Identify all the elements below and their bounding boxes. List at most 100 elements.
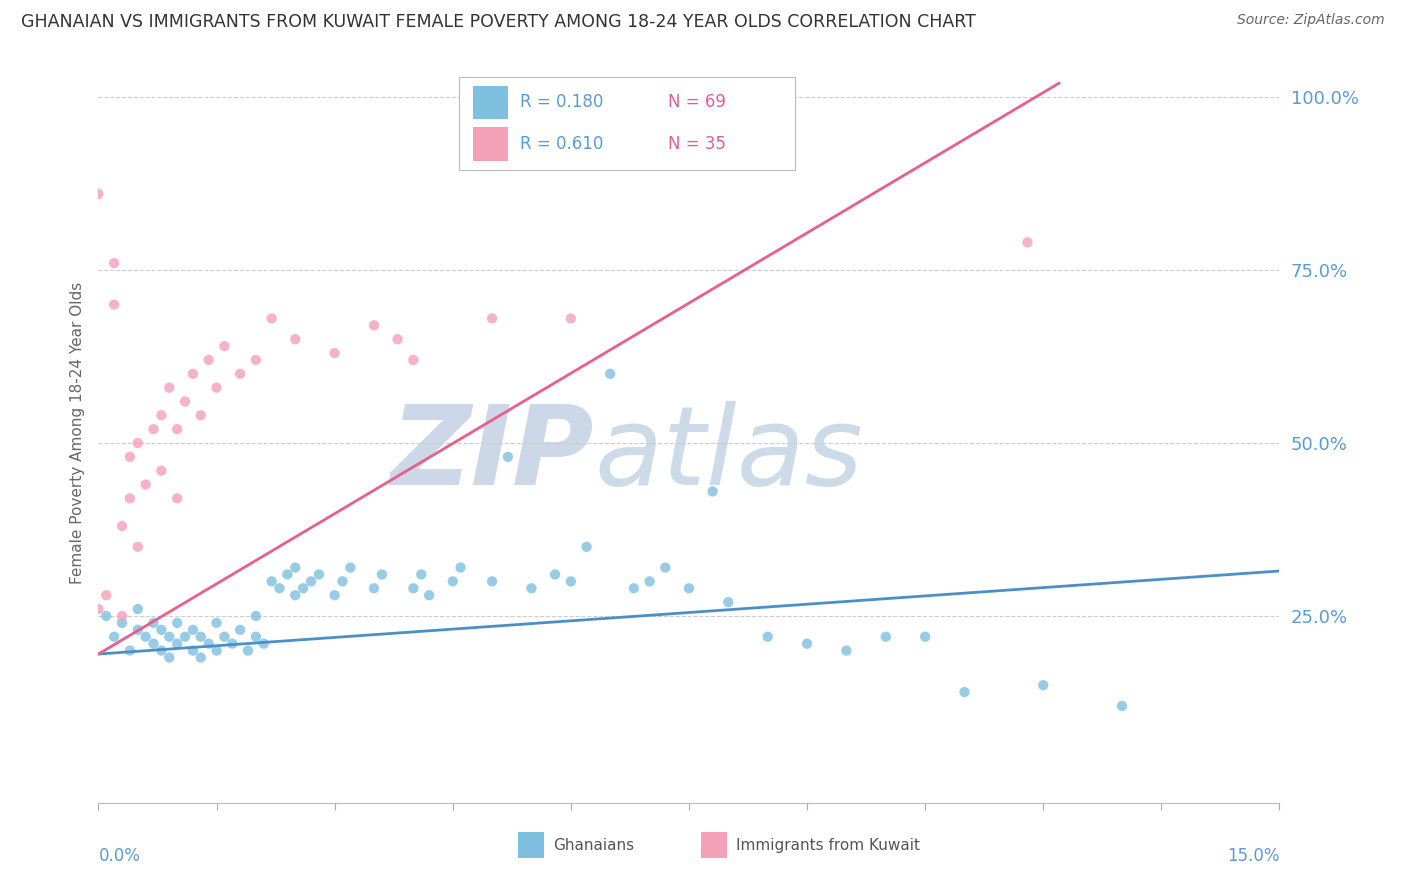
Bar xyxy=(700,832,727,858)
Point xyxy=(142,615,165,630)
Point xyxy=(127,602,149,616)
Point xyxy=(717,595,740,609)
Point xyxy=(276,567,298,582)
Point xyxy=(323,588,346,602)
Point xyxy=(190,409,212,423)
Point xyxy=(190,650,212,665)
Text: Immigrants from Kuwait: Immigrants from Kuwait xyxy=(737,838,920,854)
Text: ZIP: ZIP xyxy=(391,401,595,508)
Point xyxy=(181,367,204,381)
Point xyxy=(702,484,724,499)
Point xyxy=(127,623,149,637)
Point xyxy=(284,332,307,346)
Point xyxy=(269,582,291,596)
Point xyxy=(166,422,188,436)
Point xyxy=(654,560,676,574)
Point xyxy=(299,574,322,589)
Point xyxy=(181,643,204,657)
Text: 15.0%: 15.0% xyxy=(1227,847,1279,865)
Point xyxy=(599,367,621,381)
Point xyxy=(575,540,598,554)
Text: R = 0.610: R = 0.610 xyxy=(520,135,603,153)
Point xyxy=(190,630,212,644)
Point xyxy=(214,339,236,353)
Point xyxy=(103,297,125,311)
Point xyxy=(166,491,188,506)
Point xyxy=(339,560,361,574)
Point xyxy=(623,582,645,596)
Point xyxy=(638,574,661,589)
Point xyxy=(363,318,385,333)
Point xyxy=(135,630,157,644)
Point xyxy=(150,464,173,478)
Point xyxy=(363,582,385,596)
Point xyxy=(205,615,228,630)
Point xyxy=(260,311,283,326)
Point xyxy=(103,630,125,644)
Point xyxy=(96,588,118,602)
Point xyxy=(127,540,149,554)
Point xyxy=(418,588,440,602)
Point xyxy=(214,630,236,644)
Point xyxy=(308,567,330,582)
Point xyxy=(481,311,503,326)
Point xyxy=(166,615,188,630)
Point xyxy=(245,630,267,644)
Text: atlas: atlas xyxy=(595,401,863,508)
Point xyxy=(560,574,582,589)
Point xyxy=(253,637,276,651)
Point xyxy=(221,637,243,651)
Point xyxy=(118,491,141,506)
Point xyxy=(229,623,252,637)
Text: 0.0%: 0.0% xyxy=(98,847,141,865)
Point xyxy=(157,381,180,395)
Point xyxy=(96,609,118,624)
Text: Ghanaians: Ghanaians xyxy=(553,838,634,854)
Point xyxy=(103,256,125,270)
Point xyxy=(127,436,149,450)
Point xyxy=(118,450,141,464)
Point xyxy=(371,567,394,582)
Point xyxy=(835,643,858,657)
Point xyxy=(142,637,165,651)
Point xyxy=(292,582,315,596)
Y-axis label: Female Poverty Among 18-24 Year Olds: Female Poverty Among 18-24 Year Olds xyxy=(69,282,84,583)
Point xyxy=(150,643,173,657)
Point xyxy=(245,609,267,624)
Point xyxy=(441,574,464,589)
Point xyxy=(142,422,165,436)
Point xyxy=(450,560,472,574)
Point xyxy=(111,519,134,533)
Point xyxy=(1032,678,1054,692)
Point xyxy=(1017,235,1039,250)
Point xyxy=(402,582,425,596)
Point xyxy=(166,637,188,651)
FancyBboxPatch shape xyxy=(458,78,796,169)
Point xyxy=(150,623,173,637)
Point xyxy=(796,637,818,651)
Point xyxy=(875,630,897,644)
Point xyxy=(481,574,503,589)
Point xyxy=(544,567,567,582)
Point xyxy=(236,643,259,657)
Point xyxy=(402,353,425,368)
Point xyxy=(1111,698,1133,713)
Point xyxy=(157,650,180,665)
Point xyxy=(157,630,180,644)
Point xyxy=(284,588,307,602)
Point xyxy=(205,643,228,657)
Text: N = 35: N = 35 xyxy=(668,135,725,153)
Point xyxy=(174,394,197,409)
Bar xyxy=(472,86,508,119)
Point xyxy=(914,630,936,644)
Text: Source: ZipAtlas.com: Source: ZipAtlas.com xyxy=(1237,13,1385,28)
Bar xyxy=(472,128,508,161)
Point xyxy=(197,637,219,651)
Point xyxy=(87,186,110,201)
Point xyxy=(118,643,141,657)
Point xyxy=(520,582,543,596)
Point xyxy=(135,477,157,491)
Point xyxy=(332,574,354,589)
Point xyxy=(150,409,173,423)
Point xyxy=(181,623,204,637)
